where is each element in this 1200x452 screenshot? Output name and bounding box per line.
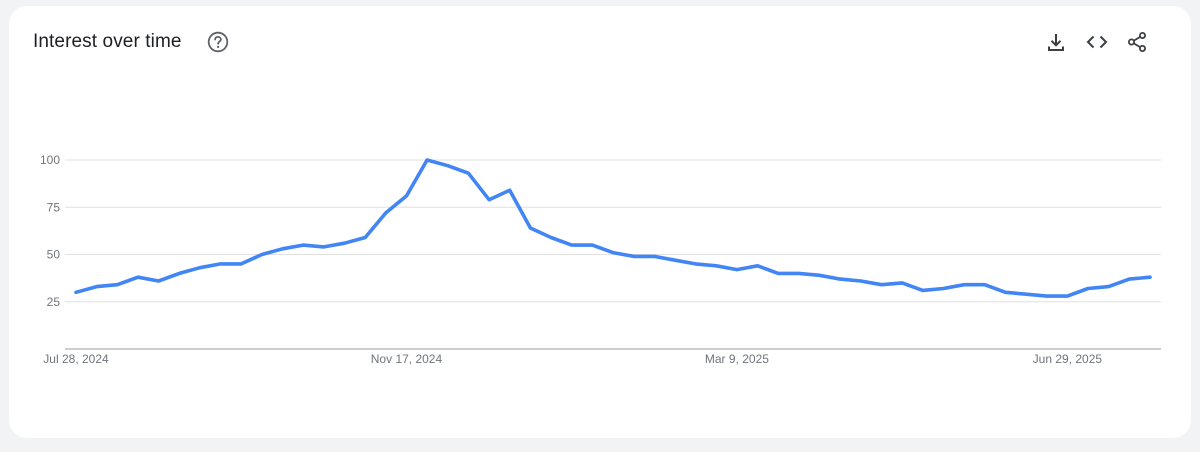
- data-point: [549, 235, 553, 239]
- data-point: [198, 266, 202, 270]
- x-tick-label: Mar 9, 2025: [705, 352, 769, 366]
- data-point: [1086, 287, 1090, 291]
- data-point: [528, 226, 532, 230]
- data-point: [756, 264, 760, 268]
- data-point: [632, 254, 636, 258]
- data-point: [363, 235, 367, 239]
- data-point: [1003, 290, 1007, 294]
- data-point: [177, 271, 181, 275]
- data-point: [694, 262, 698, 266]
- data-point: [384, 211, 388, 215]
- data-point: [343, 241, 347, 245]
- share-icon: [1128, 32, 1146, 52]
- data-point: [157, 279, 161, 283]
- data-point: [590, 243, 594, 247]
- data-point: [1127, 277, 1131, 281]
- data-point: [74, 290, 78, 294]
- data-point: [1045, 294, 1049, 298]
- data-point: [611, 251, 615, 255]
- data-point: [900, 281, 904, 285]
- x-tick-label: Nov 17, 2024: [371, 352, 443, 366]
- data-point: [797, 271, 801, 275]
- data-point: [487, 198, 491, 202]
- data-point: [880, 283, 884, 287]
- data-point: [322, 245, 326, 249]
- data-point: [941, 287, 945, 291]
- chart-title: Interest over time: [33, 31, 182, 52]
- series-line: [74, 158, 1152, 298]
- data-point: [1024, 292, 1028, 296]
- data-point: [136, 275, 140, 279]
- data-point: [1148, 275, 1152, 279]
- y-tick-label: 25: [47, 295, 61, 309]
- code-icon: [1086, 35, 1108, 49]
- data-point: [404, 194, 408, 198]
- chart-card: [9, 6, 1191, 438]
- x-tick-label: Jun 29, 2025: [1033, 352, 1103, 366]
- data-point: [735, 268, 739, 272]
- data-point: [260, 253, 264, 257]
- data-point: [570, 243, 574, 247]
- data-point: [281, 247, 285, 251]
- embed-button[interactable]: [1085, 31, 1109, 53]
- y-tick-label: 75: [47, 200, 61, 214]
- data-point: [1065, 294, 1069, 298]
- data-point: [962, 283, 966, 287]
- download-button[interactable]: [1045, 31, 1067, 53]
- data-point: [219, 262, 223, 266]
- data-point: [95, 285, 99, 289]
- x-tick-label: Jul 28, 2024: [43, 352, 109, 366]
- share-button[interactable]: [1126, 31, 1148, 53]
- data-point: [859, 279, 863, 283]
- data-point: [1107, 285, 1111, 289]
- download-icon: [1048, 34, 1064, 51]
- data-point: [466, 171, 470, 175]
- data-point: [983, 283, 987, 287]
- data-point: [673, 258, 677, 262]
- data-point: [301, 243, 305, 247]
- data-point: [818, 273, 822, 277]
- data-point: [115, 283, 119, 287]
- y-tick-label: 100: [40, 153, 60, 167]
- data-point: [446, 164, 450, 168]
- data-point: [776, 271, 780, 275]
- data-point: [239, 262, 243, 266]
- data-point: [714, 264, 718, 268]
- y-tick-label: 50: [47, 248, 61, 262]
- data-point: [838, 277, 842, 281]
- data-point: [508, 188, 512, 192]
- data-point: [921, 288, 925, 292]
- data-point: [425, 158, 429, 162]
- help-circle-icon[interactable]: [207, 31, 229, 53]
- data-point: [652, 254, 656, 258]
